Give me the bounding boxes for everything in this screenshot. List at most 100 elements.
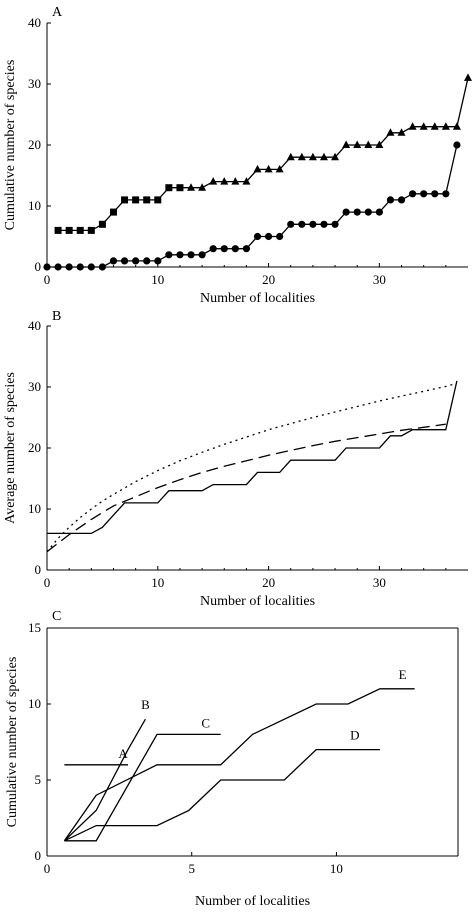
series-line-circle xyxy=(47,144,458,268)
data-point-triangle xyxy=(264,164,273,173)
data-point-circle xyxy=(276,232,284,241)
y-axis-label: Cumulative number of species xyxy=(3,60,18,231)
data-point-triangle xyxy=(209,177,218,185)
data-point-triangle xyxy=(419,122,428,130)
data-point-circle xyxy=(409,190,417,198)
data-point-triangle xyxy=(242,177,251,185)
data-point-triangle xyxy=(430,122,439,130)
series-label-a: A xyxy=(118,746,128,761)
data-point-triangle xyxy=(408,122,417,130)
y-tick-label: 30 xyxy=(28,76,41,91)
data-point-triangle xyxy=(253,164,262,173)
data-point-square xyxy=(65,226,73,234)
series-line-dotted xyxy=(46,382,458,553)
data-point-triangle xyxy=(464,73,472,81)
data-point-circle xyxy=(98,263,106,271)
panel-label: B xyxy=(52,309,61,324)
data-point-square xyxy=(143,196,151,204)
data-point-circle xyxy=(209,245,217,253)
data-point-circle xyxy=(453,141,461,149)
data-point-triangle xyxy=(342,140,351,148)
data-point-circle xyxy=(143,257,151,265)
y-tick-label: 20 xyxy=(28,440,41,455)
data-point-square xyxy=(87,226,95,234)
data-point-circle xyxy=(386,196,395,204)
x-tick-label: 10 xyxy=(151,575,164,590)
data-point-circle xyxy=(353,208,361,216)
data-point-triangle xyxy=(452,122,461,130)
data-point-triangle xyxy=(275,164,284,173)
data-point-circle xyxy=(309,220,317,228)
data-point-triangle xyxy=(364,140,373,148)
x-tick-label: 30 xyxy=(373,272,386,287)
data-point-circle xyxy=(264,232,273,241)
panel-b: 0 10 20 30 40 0 10 20 30 Number of localities Aver… xyxy=(3,309,468,609)
y-tick-label: 5 xyxy=(35,772,42,787)
series-line-square-then-triangle xyxy=(58,77,469,232)
data-point-triangle xyxy=(231,177,240,185)
data-point-circle xyxy=(242,245,251,253)
series-label-b: B xyxy=(141,697,150,712)
data-point-circle xyxy=(132,257,140,265)
data-point-triangle xyxy=(286,152,295,161)
data-point-circle xyxy=(320,220,328,228)
data-point-circle xyxy=(364,208,372,216)
data-point-square xyxy=(176,184,184,192)
data-point-circle xyxy=(420,190,428,198)
y-tick-label: 15 xyxy=(28,620,41,635)
x-tick-label: 30 xyxy=(373,575,386,590)
data-point-circle xyxy=(54,263,62,271)
y-tick-label: 0 xyxy=(35,562,42,577)
data-point-circle xyxy=(43,263,51,271)
x-axis-label: Number of localities xyxy=(200,594,315,609)
panel-c: 0 5 10 15 0 5 10 Number of localities Cumulative… xyxy=(5,609,459,909)
data-point-square xyxy=(76,226,84,234)
y-tick-label: 10 xyxy=(28,696,41,711)
data-point-triangle xyxy=(386,128,395,136)
data-point-circle xyxy=(65,263,73,271)
y-tick-label: 40 xyxy=(28,318,41,333)
data-point-circle xyxy=(76,263,84,271)
data-point-square xyxy=(54,226,62,234)
data-point-circle xyxy=(220,245,228,253)
panel-a: 0 10 20 30 40 0 10 20 30 Number of localities Cumu… xyxy=(3,5,472,306)
y-tick-label: 10 xyxy=(28,501,41,516)
data-point-circle xyxy=(231,245,239,253)
data-point-circle xyxy=(198,251,206,259)
data-point-circle xyxy=(287,220,295,228)
x-tick-label: 0 xyxy=(44,861,51,876)
data-point-triangle xyxy=(331,152,340,161)
y-tick-label: 30 xyxy=(28,379,41,394)
data-point-triangle xyxy=(220,177,229,185)
y-tick-label: 0 xyxy=(35,848,42,863)
y-axis-label: Average number of species xyxy=(3,372,18,524)
series-line-E xyxy=(63,688,415,842)
data-point-circle xyxy=(298,220,306,228)
data-point-triangle xyxy=(353,140,362,148)
series-line-C xyxy=(64,733,221,842)
data-point-triangle xyxy=(375,140,384,148)
x-tick-label: 20 xyxy=(262,272,275,287)
x-tick-label: 5 xyxy=(188,861,195,876)
y-tick-label: 10 xyxy=(28,198,41,213)
panel-label: C xyxy=(52,609,61,624)
y-tick-label: 20 xyxy=(28,137,41,152)
panel-label: A xyxy=(52,5,63,20)
data-point-circle xyxy=(165,251,173,259)
data-point-triangle xyxy=(297,152,306,161)
y-tick-label: 40 xyxy=(28,15,41,30)
x-axis-label: Number of localities xyxy=(195,894,310,909)
x-tick-label: 0 xyxy=(44,575,51,590)
data-point-triangle xyxy=(187,183,196,191)
data-point-circle xyxy=(120,257,129,265)
series-line-B xyxy=(63,718,146,842)
data-point-square xyxy=(154,196,162,204)
data-point-triangle xyxy=(441,122,450,130)
x-axis-label: Number of localities xyxy=(200,291,315,306)
data-point-circle xyxy=(397,196,406,204)
data-point-circle xyxy=(109,257,118,265)
data-point-square xyxy=(121,196,129,204)
data-point-circle xyxy=(87,263,95,271)
series-label-c: C xyxy=(201,715,210,730)
